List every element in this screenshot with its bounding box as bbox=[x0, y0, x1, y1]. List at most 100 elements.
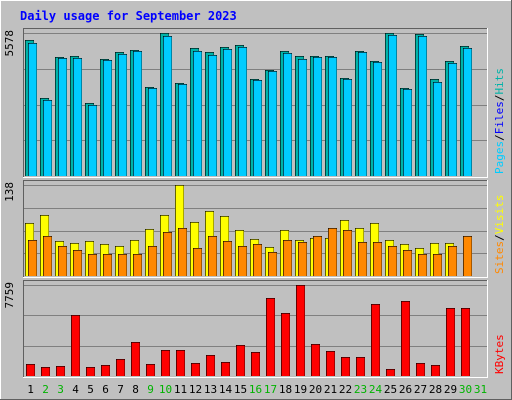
bar-sites-day-23 bbox=[358, 242, 367, 276]
legend-separator: / bbox=[493, 134, 506, 141]
panel-legend: Sites/Visits bbox=[493, 195, 506, 275]
legend-separator: / bbox=[493, 234, 506, 241]
bar-sites-day-14 bbox=[223, 241, 232, 276]
bar-kbytes-day-25 bbox=[386, 369, 395, 376]
panel-bottom: 7759 KBytes bbox=[3, 280, 506, 378]
bar-sites-day-28 bbox=[433, 254, 442, 276]
legend-pages: Pages bbox=[493, 141, 506, 174]
x-tick-day-20: 20 bbox=[309, 383, 322, 396]
bar-sites-day-12 bbox=[193, 248, 202, 276]
bar-kbytes-day-26 bbox=[401, 301, 410, 376]
bar-kbytes-day-23 bbox=[356, 357, 365, 376]
bar-kbytes-day-27 bbox=[416, 363, 425, 376]
bar-pages-day-3 bbox=[58, 58, 67, 176]
bar-pages-day-20 bbox=[313, 57, 322, 176]
bar-kbytes-day-10 bbox=[161, 350, 170, 376]
bar-kbytes-day-7 bbox=[116, 359, 125, 376]
legend-sites: Sites bbox=[493, 241, 506, 274]
bar-kbytes-day-22 bbox=[341, 357, 350, 376]
x-tick-day-29: 29 bbox=[444, 383, 457, 396]
bar-sites-day-20 bbox=[313, 236, 322, 276]
bar-sites-day-21 bbox=[328, 228, 337, 276]
bar-kbytes-day-8 bbox=[131, 342, 140, 376]
bar-pages-day-24 bbox=[373, 62, 382, 176]
bar-pages-day-9 bbox=[148, 88, 157, 176]
bar-kbytes-day-17 bbox=[266, 298, 275, 376]
x-tick-day-3: 3 bbox=[57, 383, 64, 396]
bar-pages-day-14 bbox=[223, 49, 232, 176]
bar-sites-day-8 bbox=[133, 254, 142, 276]
x-tick-day-19: 19 bbox=[294, 383, 307, 396]
bar-kbytes-day-14 bbox=[221, 362, 230, 376]
bar-sites-day-3 bbox=[58, 246, 67, 276]
bar-pages-day-7 bbox=[118, 54, 127, 176]
bar-pages-day-29 bbox=[448, 63, 457, 176]
bar-sites-day-2 bbox=[43, 236, 52, 276]
x-tick-day-8: 8 bbox=[132, 383, 139, 396]
legend-kbytes: KBytes bbox=[493, 334, 506, 374]
bar-sites-day-30 bbox=[463, 236, 472, 276]
bar-pages-day-28 bbox=[433, 82, 442, 176]
bar-sites-day-13 bbox=[208, 236, 217, 276]
bar-sites-day-18 bbox=[283, 240, 292, 276]
bar-pages-day-21 bbox=[328, 57, 337, 176]
bar-sites-day-22 bbox=[343, 230, 352, 276]
bar-pages-day-8 bbox=[133, 51, 142, 176]
bar-pages-day-4 bbox=[73, 58, 82, 176]
bar-kbytes-day-18 bbox=[281, 313, 290, 376]
x-tick-day-13: 13 bbox=[204, 383, 217, 396]
bar-pages-day-23 bbox=[358, 52, 367, 176]
x-tick-day-18: 18 bbox=[279, 383, 292, 396]
x-tick-day-21: 21 bbox=[324, 383, 337, 396]
bar-sites-day-26 bbox=[403, 250, 412, 276]
bar-pages-day-12 bbox=[193, 51, 202, 176]
x-tick-day-24: 24 bbox=[369, 383, 383, 396]
x-axis-day-labels: 1 2 3 4 5 6 7 8 9 10 11 12 13 14 15 16 17 18 19 20 21 22 23 24 2… bbox=[27, 383, 487, 396]
bar-kbytes-day-4 bbox=[71, 315, 80, 376]
bar-sites-day-4 bbox=[73, 250, 82, 276]
bar-pages-day-5 bbox=[88, 105, 97, 176]
bar-pages-day-27 bbox=[418, 36, 427, 176]
bar-sites-day-5 bbox=[88, 254, 97, 276]
x-tick-day-27: 27 bbox=[414, 383, 427, 396]
series-sites bbox=[28, 228, 472, 276]
bar-pages-day-30 bbox=[463, 48, 472, 176]
bar-kbytes-day-30 bbox=[461, 308, 470, 376]
panels-layer: 5578Pages/Files/Hits138Sites/Visits7759K… bbox=[3, 28, 506, 378]
bar-kbytes-day-9 bbox=[146, 364, 155, 376]
bar-kbytes-day-13 bbox=[206, 355, 215, 376]
chart-title: Daily usage for September 2023 bbox=[20, 9, 237, 23]
panel-legend: Pages/Files/Hits bbox=[493, 68, 506, 174]
x-tick-day-22: 22 bbox=[339, 383, 352, 396]
bar-pages-day-19 bbox=[298, 59, 307, 176]
panel-middle: 138 Sites/Visits bbox=[3, 180, 506, 278]
x-tick-day-17: 17 bbox=[264, 383, 277, 396]
x-tick-day-26: 26 bbox=[399, 383, 412, 396]
x-tick-day-31: 31 bbox=[474, 383, 487, 396]
bar-pages-day-17 bbox=[268, 71, 277, 176]
x-tick-day-25: 25 bbox=[384, 383, 397, 396]
bar-sites-day-6 bbox=[103, 254, 112, 276]
x-tick-day-10: 10 bbox=[159, 383, 172, 396]
bar-kbytes-day-19 bbox=[296, 285, 305, 376]
bar-kbytes-day-16 bbox=[251, 352, 260, 376]
bar-kbytes-day-29 bbox=[446, 308, 455, 376]
bar-kbytes-day-28 bbox=[431, 365, 440, 376]
y-axis-max-label: 138 bbox=[3, 182, 16, 202]
legend-separator: / bbox=[493, 95, 506, 102]
bar-sites-day-10 bbox=[163, 232, 172, 276]
bar-pages-day-6 bbox=[103, 60, 112, 176]
bar-kbytes-day-21 bbox=[326, 351, 335, 376]
bar-sites-day-27 bbox=[418, 254, 427, 276]
bar-pages-day-16 bbox=[253, 80, 262, 176]
bar-sites-day-11 bbox=[178, 228, 187, 276]
bar-kbytes-day-5 bbox=[86, 367, 95, 376]
bar-kbytes-day-15 bbox=[236, 345, 245, 376]
x-tick-day-6: 6 bbox=[102, 383, 109, 396]
y-axis-max-label: 7759 bbox=[3, 282, 16, 309]
x-tick-day-2: 2 bbox=[42, 383, 49, 396]
bar-pages-day-26 bbox=[403, 89, 412, 176]
bar-pages-day-11 bbox=[178, 84, 187, 176]
bar-pages-day-1 bbox=[28, 43, 37, 176]
